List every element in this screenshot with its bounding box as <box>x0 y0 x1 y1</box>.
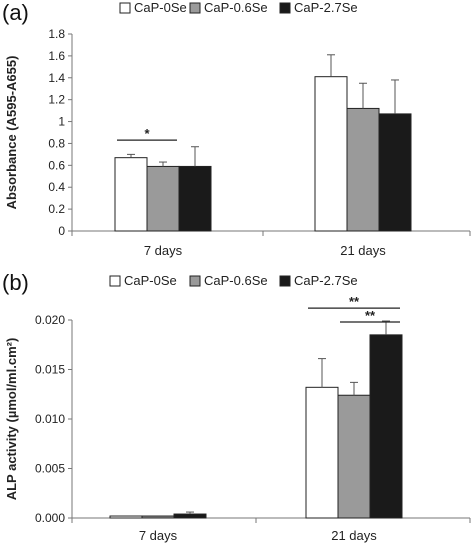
y-tick-label: 0.8 <box>48 136 65 150</box>
y-tick-label: 0.2 <box>48 202 65 216</box>
y-tick-label: 1.6 <box>48 49 65 63</box>
legend-swatch-0 <box>119 2 131 14</box>
y-tick-label: 0.010 <box>35 412 65 426</box>
bar <box>346 107 380 232</box>
bar <box>114 157 148 232</box>
legend-label-1: CaP-0.6Se <box>204 273 268 288</box>
y-axis-label: ALP activity (µmol/ml.cm²) <box>4 338 19 501</box>
y-tick-label: 0.020 <box>35 313 65 327</box>
legend-swatch-2 <box>279 2 291 14</box>
y-tick-label: 1.2 <box>48 93 65 107</box>
legend-swatch-1 <box>189 2 201 14</box>
bar <box>369 334 403 519</box>
y-tick-label: 1.4 <box>48 71 65 85</box>
y-tick-label: 0 <box>58 224 65 238</box>
legend-swatch-1 <box>189 275 201 287</box>
legend-swatch-2 <box>279 275 291 287</box>
y-tick-label: 0.6 <box>48 158 65 172</box>
bar <box>173 513 207 519</box>
significance-label: * <box>144 126 150 141</box>
y-tick-label: 1 <box>58 115 65 129</box>
panel-label: (a) <box>2 0 29 25</box>
bar <box>141 515 175 519</box>
legend-label-0: CaP-0Se <box>124 273 177 288</box>
y-tick-label: 0.000 <box>35 511 65 525</box>
significance-label: ** <box>365 308 376 323</box>
x-category-label: 21 days <box>331 528 377 543</box>
bar <box>378 113 412 232</box>
x-category-label: 7 days <box>144 243 183 258</box>
x-category-label: 7 days <box>139 528 178 543</box>
bar <box>337 394 371 519</box>
bar <box>109 515 143 519</box>
bar <box>178 165 212 232</box>
significance-label: ** <box>349 294 360 309</box>
chart-panel-a: (a) CaP-0Se CaP-0.6Se CaP-2.7Se 0 0.2 0.4 0.6 0.… <box>2 0 471 258</box>
y-tick-label: 1.8 <box>48 27 65 41</box>
x-category-label: 21 days <box>340 243 386 258</box>
y-tick-label: 0.005 <box>35 462 65 476</box>
panel-label: (b) <box>2 270 29 295</box>
y-axis-label: Absorbance (A595-A655) <box>4 56 19 210</box>
bar <box>314 76 348 232</box>
legend-label-0: CaP-0Se <box>134 0 187 15</box>
legend-swatch-0 <box>109 275 121 287</box>
y-tick-label: 0.015 <box>35 363 65 377</box>
bar <box>146 165 180 232</box>
legend-label-2: CaP-2.7Se <box>294 273 358 288</box>
chart-panel-b: (b) CaP-0Se CaP-0.6Se CaP-2.7Se 0.000 0.005 0.… <box>2 270 471 543</box>
bar <box>305 386 339 519</box>
legend-label-2: CaP-2.7Se <box>294 0 358 15</box>
y-tick-label: 0.4 <box>48 180 65 194</box>
legend-label-1: CaP-0.6Se <box>204 0 268 15</box>
